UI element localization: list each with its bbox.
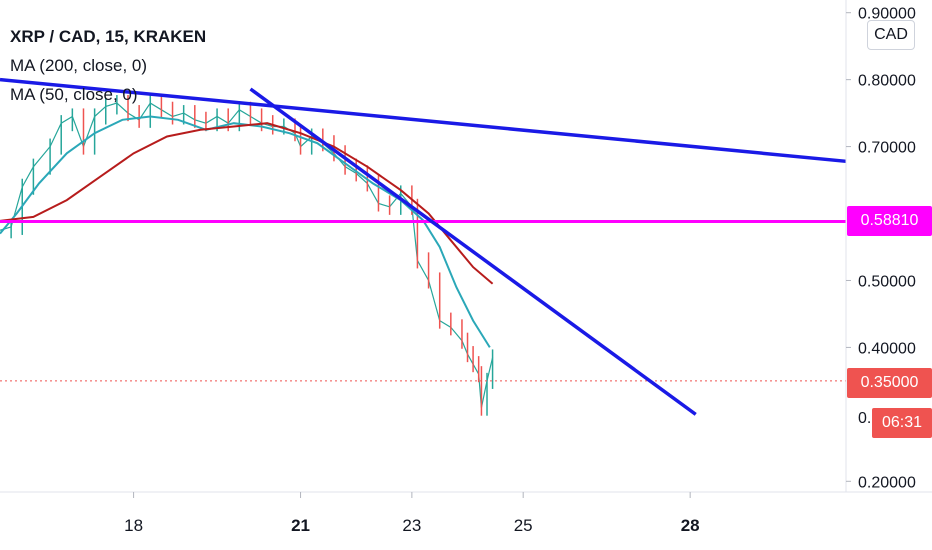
- x-tick-label: 28: [681, 516, 700, 535]
- level-price-tag: 0.58810: [847, 206, 932, 236]
- price-axis[interactable]: 0.20000 0.40000 0.50000 0.70000 0.80000 0.900…: [846, 6, 916, 492]
- y-tick-label: 0.20000: [858, 474, 916, 491]
- steep-trendline[interactable]: [249, 87, 697, 416]
- symbol-title[interactable]: XRP / CAD, 15, KRAKEN: [10, 27, 207, 46]
- ma50-line: [0, 115, 491, 348]
- drawing-layer[interactable]: [0, 77, 847, 416]
- resistance-trendline[interactable]: [0, 77, 847, 164]
- time-axis[interactable]: 18 21 23 25 28: [124, 492, 700, 535]
- current-price-tag: 0.35000: [847, 368, 932, 398]
- bar-countdown-tag: 06:31: [872, 408, 932, 438]
- plot-area[interactable]: [0, 0, 846, 492]
- x-tick-label: 25: [514, 516, 533, 535]
- y-tick-label: 0.40000: [858, 340, 916, 357]
- y-tick-label: 0.90000: [858, 6, 916, 23]
- indicator-ma200-label[interactable]: MA (200, close, 0): [10, 56, 148, 75]
- x-tick-label: 18: [124, 516, 143, 535]
- indicator-ma50-label[interactable]: MA (50, close, 0): [10, 85, 138, 104]
- currency-button[interactable]: CAD: [867, 20, 915, 50]
- partial-price-label: 0.: [858, 410, 872, 427]
- y-tick-label: 0.70000: [858, 140, 916, 157]
- x-tick-label: 23: [402, 516, 421, 535]
- chart-legend: XRP / CAD, 15, KRAKEN MA (200, close, 0)…: [10, 22, 206, 109]
- x-tick-label: 21: [291, 516, 310, 535]
- y-tick-label: 0.50000: [858, 273, 916, 290]
- y-tick-label: 0.80000: [858, 73, 916, 90]
